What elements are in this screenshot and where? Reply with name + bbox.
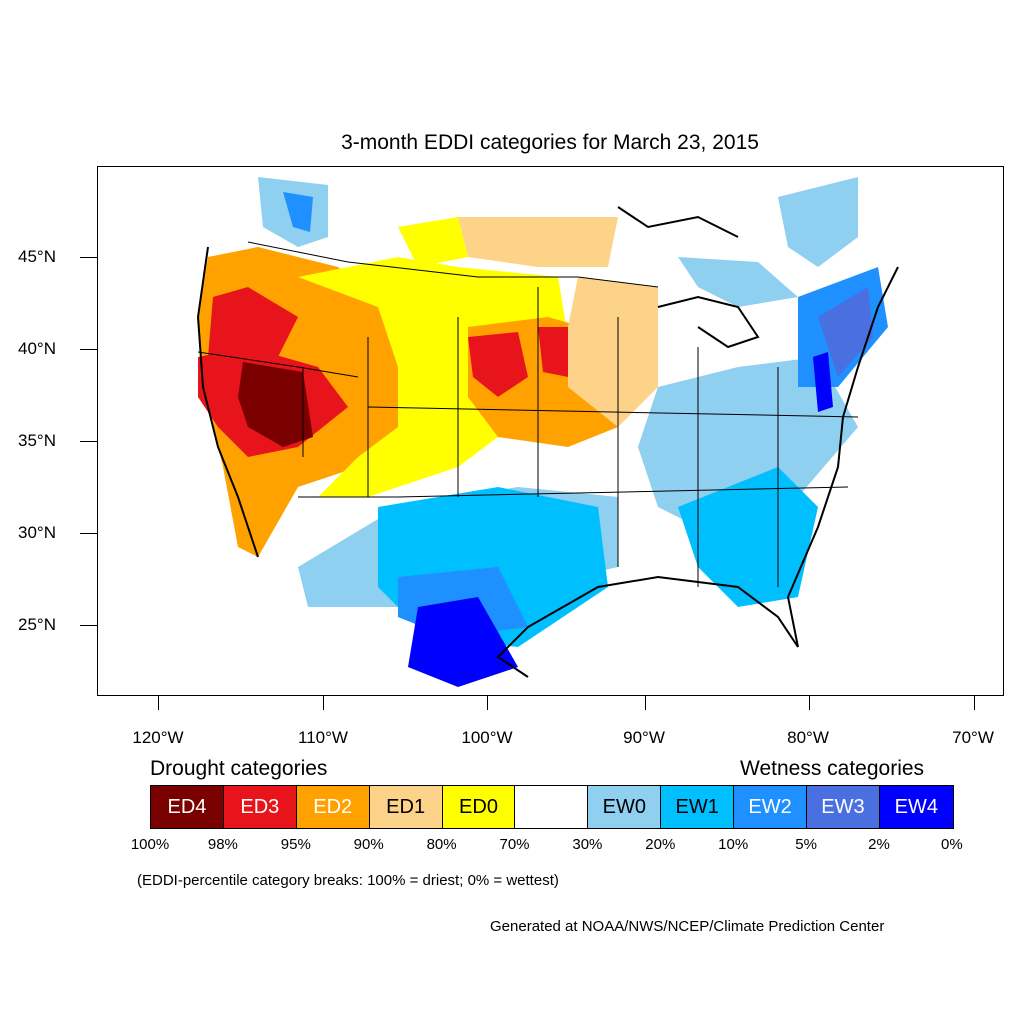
eddi-map: [196, 177, 899, 687]
legend-cell-ed3: ED3: [223, 786, 297, 828]
ed3-oregon: [208, 287, 298, 367]
lat-label-40: 40°N: [18, 339, 56, 358]
lon-label-110: 110°W: [298, 728, 348, 747]
percent-break-label: 30%: [572, 836, 603, 853]
legend-colorbar: ED4 ED3 ED2 ED1 ED0 EW0 EW1 EW2 EW3 EW4: [150, 785, 954, 829]
lat-tick: [80, 349, 97, 350]
percent-break-label: 0%: [941, 836, 963, 853]
map-panel: [97, 166, 1004, 696]
percent-break-label: 90%: [353, 836, 384, 853]
percent-break-label: 5%: [795, 836, 817, 853]
lat-label-25: 25°N: [18, 615, 56, 634]
lon-tick: [323, 696, 324, 710]
lat-tick: [80, 441, 97, 442]
percent-break-label: 2%: [868, 836, 890, 853]
ew3-northeast: [818, 287, 873, 377]
dry-area-manitoba: [458, 217, 618, 267]
credit-text: Generated at NOAA/NWS/NCEP/Climate Predi…: [490, 918, 885, 935]
legend-cell-neutral: [515, 786, 589, 828]
map-title: 3-month EDDI categories for March 23, 20…: [341, 131, 759, 154]
drought-heading: Drought categories: [150, 757, 328, 780]
lat-label-45: 45°N: [18, 247, 56, 266]
lon-label-120: 120°W: [132, 728, 184, 747]
lat-tick: [80, 625, 97, 626]
lon-label-70: 70°W: [952, 728, 994, 747]
ed4-great-basin: [238, 362, 313, 447]
wet-area-quebec: [778, 177, 858, 267]
boundary-lines: [197, 241, 859, 587]
percent-break-label: 70%: [499, 836, 530, 853]
legend-cell-ew1: EW1: [661, 786, 735, 828]
ed3-minnesota: [538, 327, 568, 377]
ed3-nebraska: [468, 332, 528, 397]
legend-cell-ed2: ED2: [296, 786, 370, 828]
legend-cell-ew3: EW3: [807, 786, 880, 828]
lat-label-30: 30°N: [18, 523, 56, 542]
category-note: (EDDI-percentile category breaks: 100% =…: [137, 872, 559, 889]
lon-tick: [809, 696, 810, 710]
percent-break-label: 20%: [645, 836, 676, 853]
wetness-heading: Wetness categories: [740, 757, 925, 780]
lon-tick: [645, 696, 646, 710]
lon-label-100: 100°W: [461, 728, 513, 747]
wet-area-northwest-core: [283, 192, 313, 232]
percent-break-label: 95%: [280, 836, 311, 853]
legend-cell-ed1: ED1: [369, 786, 443, 828]
coastlines: [196, 206, 899, 678]
ed1-plains: [568, 277, 658, 427]
percent-break-label: 98%: [207, 836, 238, 853]
lon-label-80: 80°W: [787, 728, 829, 747]
lat-label-35: 35°N: [18, 431, 56, 450]
legend-cell-ew0: EW0: [588, 786, 662, 828]
wet-area-ontario: [678, 257, 798, 307]
legend-cell-ed4: ED4: [151, 786, 224, 828]
lon-tick: [487, 696, 488, 710]
legend-cell-ed0: ED0: [442, 786, 516, 828]
legend-cell-ew4: EW4: [879, 786, 953, 828]
ew4-south-texas: [408, 597, 518, 687]
lon-tick: [158, 696, 159, 710]
legend-cell-ew2: EW2: [734, 786, 808, 828]
ew4-mid-atlantic: [813, 352, 833, 412]
percent-break-label: 80%: [426, 836, 457, 853]
ew0-east: [638, 357, 858, 537]
lon-label-90: 90°W: [623, 728, 665, 747]
ed0-interior-west: [298, 257, 568, 497]
lat-tick: [80, 257, 97, 258]
lon-tick: [974, 696, 975, 710]
percent-break-label: 10%: [718, 836, 749, 853]
lat-tick: [80, 533, 97, 534]
dry-area-canada-yellow: [398, 217, 468, 267]
ew1-southeast: [678, 467, 818, 607]
percent-break-label: 100%: [130, 836, 170, 853]
